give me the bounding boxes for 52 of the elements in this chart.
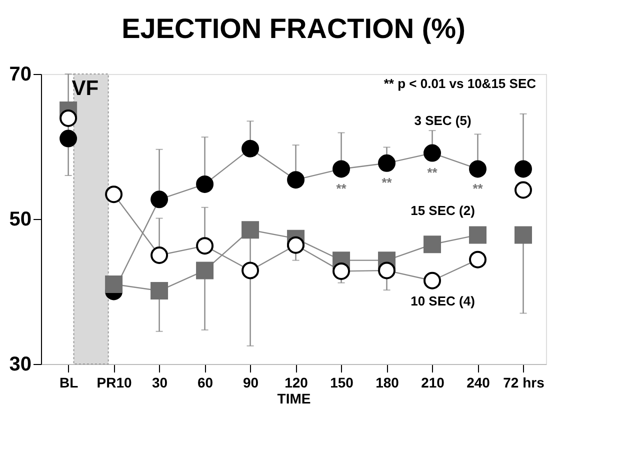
annotation: ** [336,180,348,196]
y-tick-label: 50 [9,208,32,230]
point [287,171,305,189]
annotation: ** p < 0.01 vs 10&15 SEC [384,76,537,91]
x-tick-label: PR10 [96,374,132,390]
point [378,154,396,172]
point [469,160,487,178]
x-tick-label: BL [59,374,79,390]
point [287,236,305,254]
point [150,282,168,300]
point [332,160,350,178]
point [242,262,260,280]
x-tick-label: 210 [421,374,445,390]
y-tick-label: 70 [9,64,32,86]
point [332,262,350,280]
annotation: ** [427,165,438,180]
x-tick-label: 60 [197,374,214,390]
point [60,130,78,148]
x-axis-title: TIME [277,390,311,406]
x-tick-label: 72 hrs [503,374,545,390]
x-tick-label: 90 [242,374,259,390]
point [105,276,123,293]
point [378,262,396,280]
point [150,246,168,264]
x-tick-label: 180 [376,374,400,390]
point [150,190,168,208]
point [60,109,78,127]
point [242,140,260,158]
point [514,226,532,244]
point [424,272,442,290]
point [514,160,532,178]
point [196,237,214,255]
point [105,186,123,204]
band-label: VF [72,77,99,100]
annotation: ** [472,180,484,196]
point [424,144,442,162]
series-label: 3 SEC (5) [414,112,472,128]
x-tick-label: 240 [466,374,490,390]
point [469,250,487,268]
point [424,236,442,254]
x-tick-label: 30 [152,374,168,390]
point [196,262,214,280]
point [242,221,260,239]
chart-title: EJECTION FRACTION (%) [122,13,466,44]
series-label: 10 SEC (4) [410,294,475,309]
point [196,175,214,193]
x-tick-label: 120 [284,374,308,390]
series-label: 15 SEC (2) [410,202,475,218]
y-tick-label: 30 [9,354,32,376]
point [469,226,487,244]
annotation: ** [382,175,393,190]
x-tick-label: 150 [330,374,354,390]
